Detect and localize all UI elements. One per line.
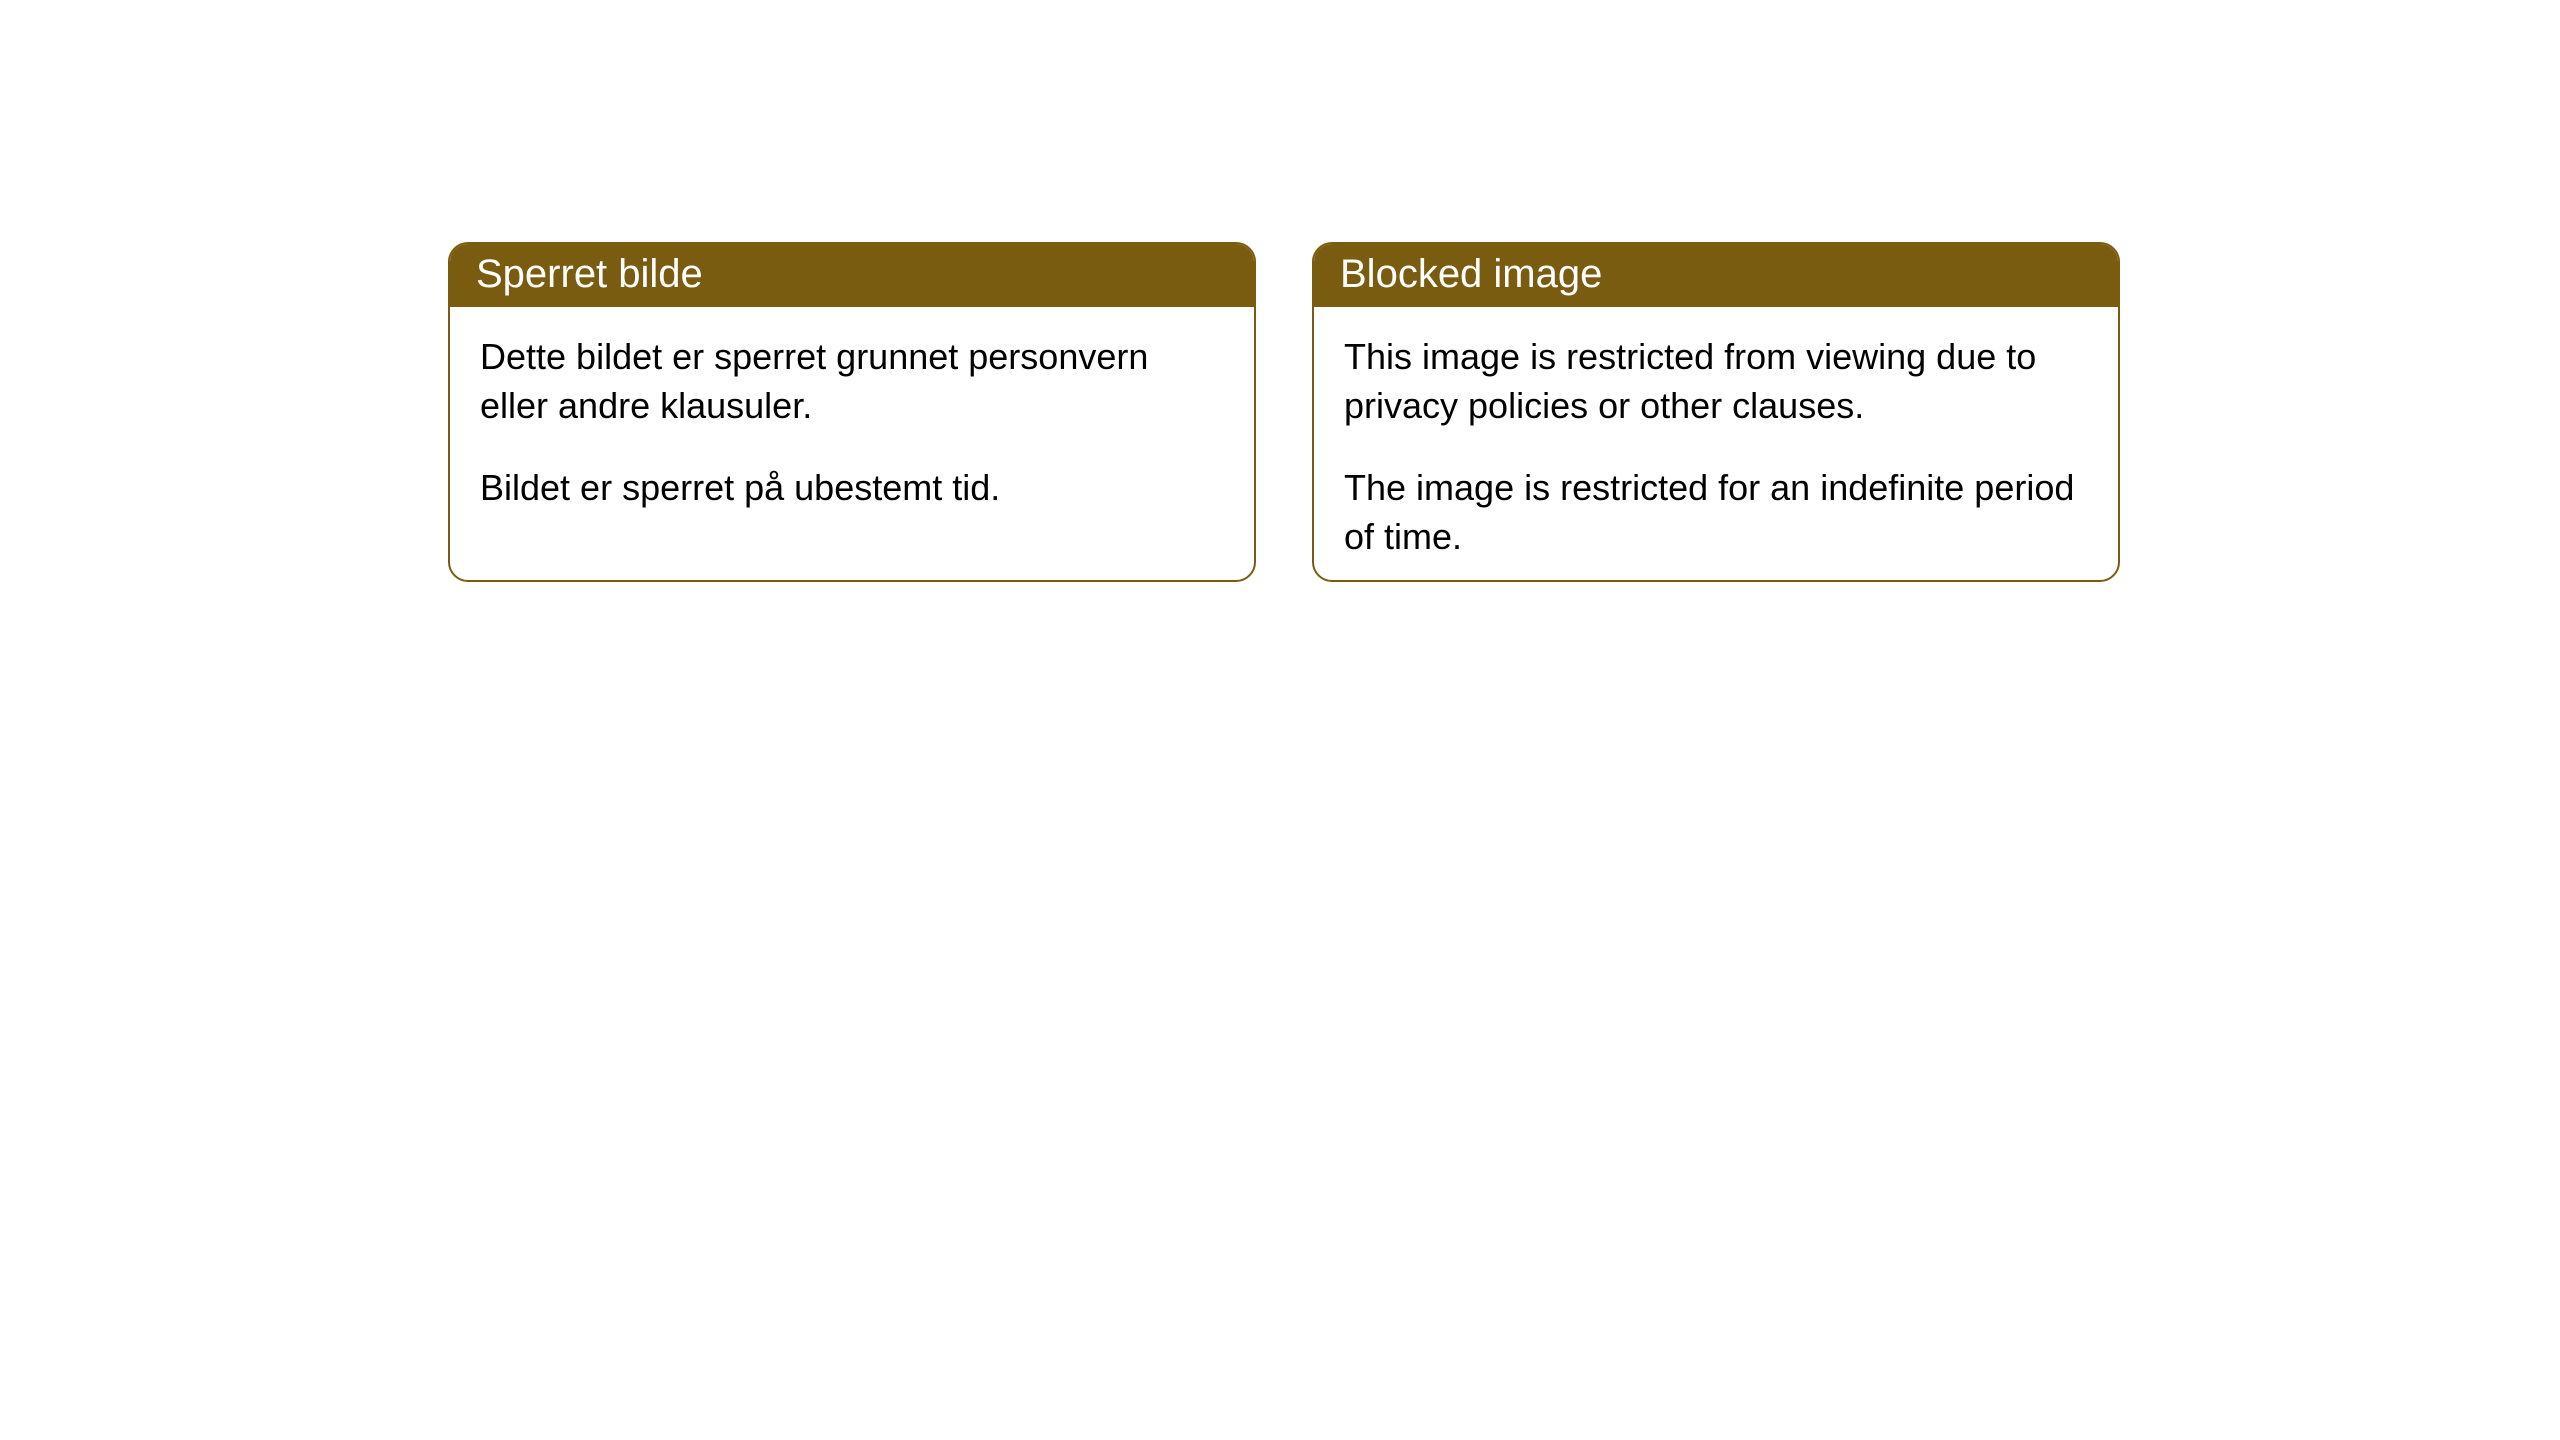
- card-paragraph-2-english: The image is restricted for an indefinit…: [1344, 464, 2088, 561]
- card-paragraph-1-norwegian: Dette bildet er sperret grunnet personve…: [480, 333, 1224, 430]
- card-title-norwegian: Sperret bilde: [476, 252, 703, 296]
- card-title-english: Blocked image: [1340, 252, 1602, 296]
- card-paragraph-2-norwegian: Bildet er sperret på ubestemt tid.: [480, 464, 1224, 513]
- notice-cards-container: Sperret bilde Dette bildet er sperret gr…: [448, 242, 2120, 582]
- card-body-english: This image is restricted from viewing du…: [1314, 307, 2118, 582]
- card-body-norwegian: Dette bildet er sperret grunnet personve…: [450, 307, 1254, 549]
- card-header-norwegian: Sperret bilde: [450, 244, 1254, 307]
- card-paragraph-1-english: This image is restricted from viewing du…: [1344, 333, 2088, 430]
- blocked-image-card-norwegian: Sperret bilde Dette bildet er sperret gr…: [448, 242, 1256, 582]
- card-header-english: Blocked image: [1314, 244, 2118, 307]
- blocked-image-card-english: Blocked image This image is restricted f…: [1312, 242, 2120, 582]
